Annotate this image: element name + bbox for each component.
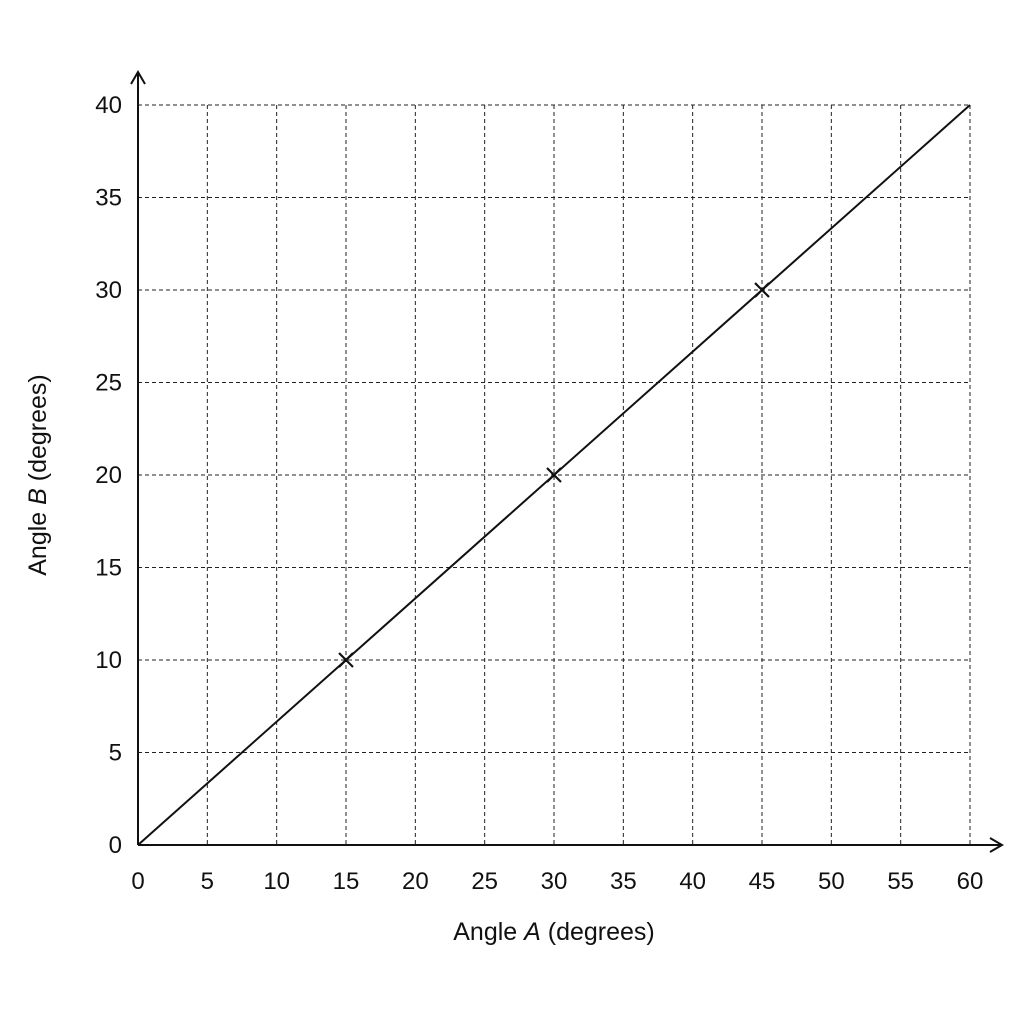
data-markers [338,282,770,668]
y-axis-title: Angle B (degrees) [24,374,52,576]
x-tick-label: 45 [749,868,776,895]
tick-labels: 0 5 10 15 20 25 30 35 40 45 50 55 60 0 5 10 15 20 25 30 35 40 [95,92,983,895]
x-tick-label: 0 [131,868,144,895]
marker-stroke [338,652,354,668]
y-tick-label: 20 [95,462,122,489]
y-tick-label: 0 [109,832,122,859]
x-tick-label: 20 [402,868,429,895]
marker-stroke [754,282,770,298]
y-tick-label: 25 [95,370,122,397]
x-tick-label: 25 [471,868,498,895]
x-axis-title: Angle A (degrees) [453,918,655,946]
x-tick-label: 55 [887,868,914,895]
axes [130,70,1004,853]
x-tick-label: 40 [679,868,706,895]
x-tick-label: 35 [610,868,637,895]
y-tick-label: 10 [95,647,122,674]
y-tick-label: 40 [95,92,122,119]
y-tick-label: 35 [95,185,122,212]
x-tick-label: 50 [818,868,845,895]
x-tick-label: 10 [263,868,290,895]
y-tick-label: 30 [95,277,122,304]
y-tick-label: 5 [109,740,122,767]
x-tick-label: 60 [957,868,984,895]
x-tick-label: 15 [333,868,360,895]
data-point [338,652,354,668]
data-point [546,467,562,483]
x-tick-label: 5 [201,868,214,895]
x-axis-arrow [989,837,1004,853]
y-axis-arrow [130,70,146,85]
y-tick-label: 15 [95,555,122,582]
marker-stroke [546,467,562,483]
data-point [754,282,770,298]
x-tick-label: 30 [541,868,568,895]
